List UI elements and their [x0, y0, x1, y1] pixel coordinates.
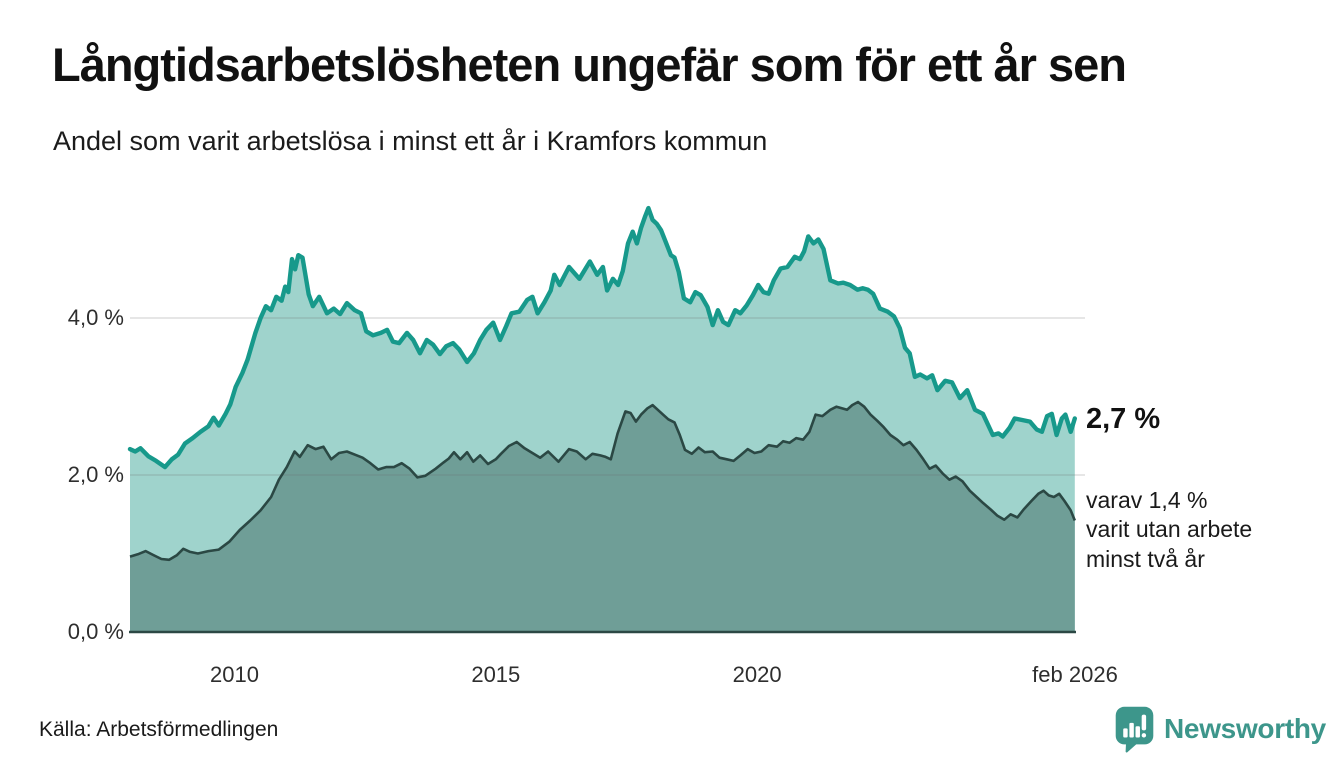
x-axis-label: feb 2026 [1032, 662, 1118, 687]
x-axis-label: 2020 [732, 662, 782, 687]
x-axis-label: 2010 [210, 662, 259, 687]
y-axis-label: 4,0 % [67, 305, 124, 330]
page-subtitle: Andel som varit arbetslösa i minst ett å… [53, 126, 768, 156]
x-axis-label: 2015 [471, 662, 521, 687]
series-total-line [127, 205, 1078, 470]
source-note: Källa: Arbetsförmedlingen [39, 718, 279, 741]
y-axis-label: 0,0 % [67, 619, 124, 644]
newsworthy-logo: Newsworthy [1114, 705, 1326, 753]
newsworthy-logo-icon [1115, 706, 1154, 753]
series-two-year-area [130, 402, 1075, 632]
latest-value-annotation: 2,7 % [1086, 403, 1161, 435]
latest-detail-annotation: varav 1,4 % varit utan arbete minst två … [1086, 487, 1253, 572]
newsworthy-logo-text: Newsworthy [1164, 713, 1326, 744]
series-two-year-line [129, 400, 1077, 562]
y-axis-label: 2,0 % [67, 462, 124, 487]
page-title: Långtidsarbetslösheten ungefär som för e… [52, 38, 1127, 91]
